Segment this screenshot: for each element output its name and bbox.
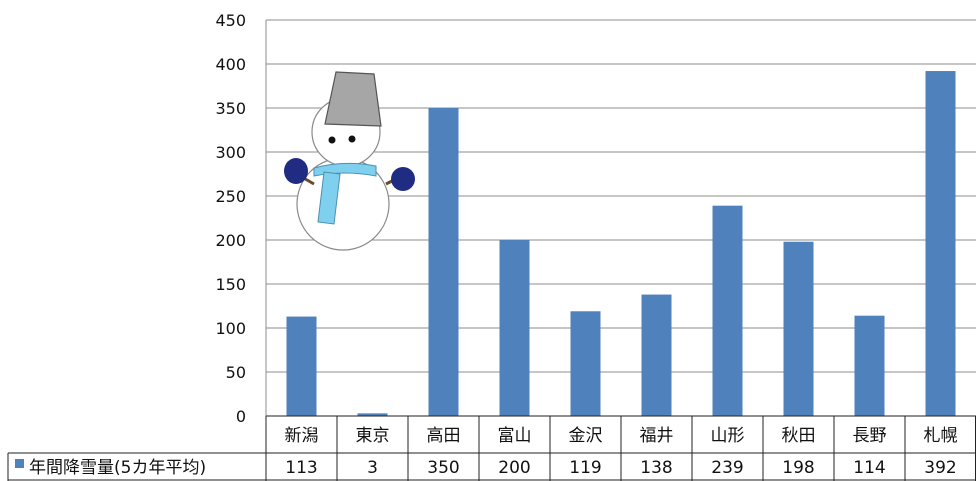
- table-value: 113: [285, 458, 317, 478]
- snowman-eye-left: [328, 136, 336, 144]
- snowman-mitten-right: [391, 167, 415, 191]
- snowman-bucket-hat: [324, 71, 382, 127]
- bar: [854, 315, 885, 416]
- category-label: 福井: [640, 426, 674, 446]
- data-table: 年間降雪量(5カ年平均) 新潟 113 東京 3 高田 350 富山 200 金沢 119 福井 13…: [7, 415, 976, 481]
- y-tick-label: 50: [226, 363, 246, 382]
- table-value: 350: [427, 458, 459, 478]
- category-label: 長野: [853, 426, 887, 446]
- table-value: 200: [498, 458, 530, 478]
- bar: [499, 240, 530, 416]
- y-tick-label: 400: [215, 55, 246, 74]
- category-label: 秋田: [782, 426, 816, 446]
- y-tick-label: 200: [215, 231, 246, 250]
- bar: [712, 205, 743, 416]
- snowman-illustration: [284, 71, 415, 251]
- bar: [570, 311, 601, 416]
- y-axis-ticks: 0 50 100 150 200 250 300 350 400 450: [215, 11, 246, 426]
- table-value: 198: [782, 458, 814, 478]
- bar: [428, 108, 459, 416]
- y-tick-label: 300: [215, 143, 246, 162]
- category-label: 新潟: [285, 426, 319, 446]
- snowman-scarf-tail: [317, 171, 341, 225]
- y-tick-label: 150: [215, 275, 246, 294]
- y-tick-label: 250: [215, 187, 246, 206]
- legend-swatch: [15, 459, 24, 468]
- bar: [286, 316, 317, 416]
- bar: [641, 294, 672, 416]
- y-tick-label: 350: [215, 99, 246, 118]
- snowman-eye-right: [348, 135, 356, 143]
- category-label: 山形: [711, 426, 745, 446]
- bars: [286, 71, 956, 416]
- category-label: 札幌: [924, 426, 958, 446]
- table-value: 3: [367, 458, 378, 478]
- y-tick-label: 450: [215, 11, 246, 30]
- bar: [925, 71, 956, 416]
- category-label: 富山: [498, 426, 532, 446]
- snowman-mitten-left: [284, 158, 308, 184]
- table-value: 239: [711, 458, 743, 478]
- table-value: 138: [640, 458, 672, 478]
- table-value: 114: [853, 458, 885, 478]
- category-label: 東京: [356, 426, 390, 446]
- category-label: 高田: [427, 426, 461, 446]
- category-label: 金沢: [569, 426, 603, 446]
- legend-series-name: 年間降雪量(5カ年平均): [29, 458, 206, 478]
- y-tick-label: 0: [236, 407, 246, 426]
- bar: [783, 241, 814, 416]
- table-value: 392: [924, 458, 956, 478]
- bar: [357, 413, 388, 416]
- y-tick-label: 100: [215, 319, 246, 338]
- table-value: 119: [569, 458, 601, 478]
